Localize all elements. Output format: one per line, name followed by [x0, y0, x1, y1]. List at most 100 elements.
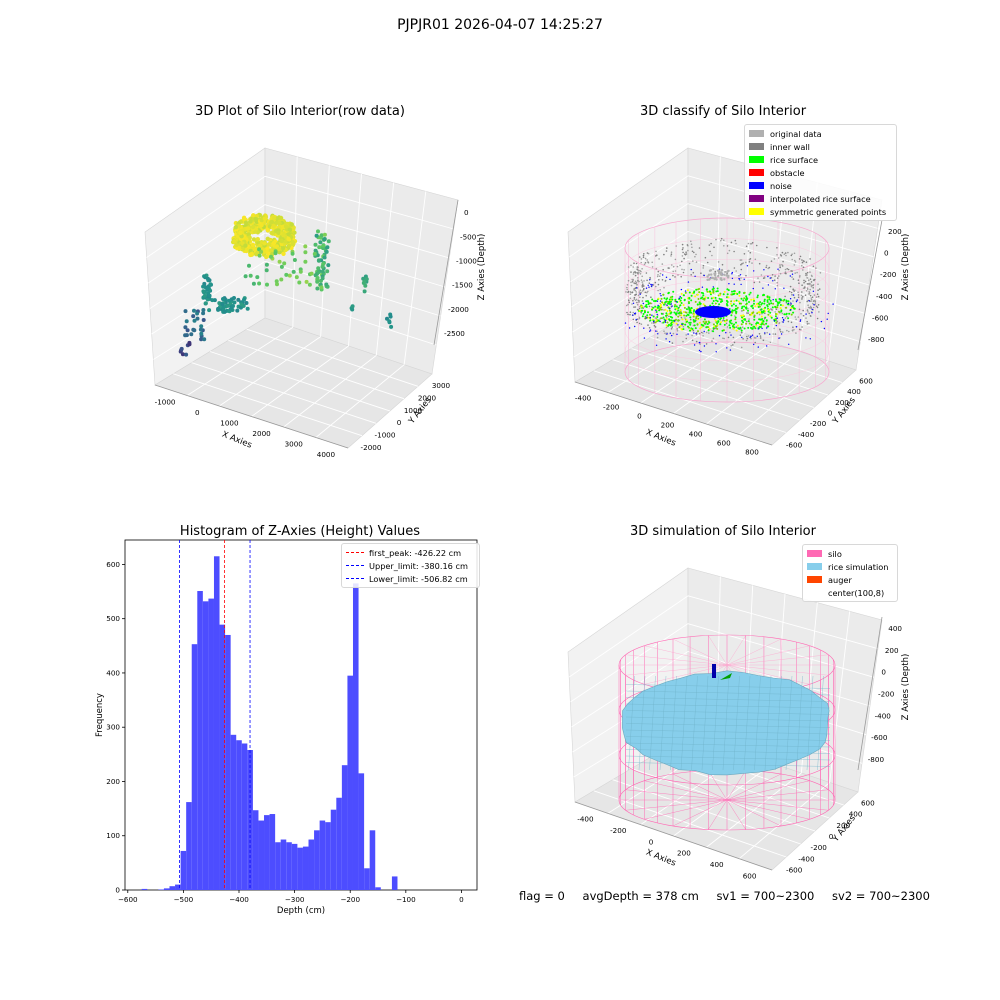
- raw-point: [250, 224, 256, 230]
- histogram-title: Histogram of Z-Axies (Height) Values: [179, 524, 421, 539]
- raw-point: [303, 259, 308, 264]
- cls-point-inner-wall: [670, 328, 673, 330]
- raw-point: [225, 303, 230, 308]
- cls-point-rice: [753, 314, 756, 317]
- cls-point-inner-wall: [801, 297, 803, 299]
- cls-point-inner-wall: [758, 333, 761, 335]
- cls-point-inner-wall: [780, 255, 783, 257]
- cls-point-inner-wall: [648, 327, 651, 329]
- cls-point-rice: [740, 323, 743, 326]
- cls-point-noise: [665, 276, 668, 278]
- raw-zlabel: Z Axies (Depth): [477, 234, 487, 301]
- cls-point-rice: [688, 311, 691, 314]
- cls-point-rice: [790, 307, 793, 310]
- cls-point-inner-wall: [740, 263, 742, 266]
- cls-point-rice: [645, 306, 648, 308]
- cls-point-inner-wall: [633, 298, 636, 301]
- cls-point-inner-wall: [791, 294, 793, 296]
- cls-point-rice: [726, 296, 728, 299]
- cls-point-inner-wall: [784, 252, 787, 254]
- cls-point-inner-wall: [797, 294, 800, 296]
- cls-point-inner-wall: [634, 289, 637, 292]
- cls-point-rice: [661, 301, 664, 304]
- cls-point-inner-wall: [636, 308, 639, 311]
- sim-ztick: 200: [885, 646, 899, 655]
- cls-point-inner-wall: [702, 332, 704, 334]
- cls-point-rice: [655, 319, 658, 322]
- cls-point-rice: [698, 321, 701, 324]
- cls-point-rice: [785, 306, 788, 309]
- cls-point-inner-wall: [769, 341, 772, 344]
- cls-point-inner-wall: [641, 268, 643, 270]
- raw-point: [388, 314, 393, 319]
- cls-point-rice: [681, 318, 684, 321]
- cls-point-inner-wall: [759, 335, 762, 337]
- cls-point-rice: [652, 306, 655, 309]
- cls-point-rice: [769, 311, 772, 314]
- cls-point-inner-wall: [637, 279, 639, 282]
- cls-point-rice: [695, 317, 698, 320]
- cls-point-inner-wall: [812, 287, 814, 289]
- legend-label: interpolated rice surface: [770, 193, 871, 204]
- cls-point-inner-wall: [773, 258, 776, 260]
- cls-point-rice: [735, 329, 738, 332]
- cls-point-inner-wall: [743, 253, 746, 255]
- sim-silo-wire: [726, 799, 829, 811]
- raw-point: [187, 340, 192, 345]
- cls-point-rice: [656, 316, 659, 318]
- hist-bar: [336, 797, 342, 890]
- cls-point-inner-wall: [810, 285, 813, 288]
- cls-point-inner-wall: [636, 301, 638, 304]
- cls-point-inner-wall: [626, 286, 628, 289]
- hist-bar: [275, 842, 281, 890]
- cls-point-rice: [710, 292, 713, 294]
- sim-silo-wire: [726, 654, 829, 666]
- sim-ytick: -200: [811, 843, 828, 852]
- raw-point: [324, 282, 329, 287]
- cls-point-rice: [712, 289, 715, 292]
- cls-point-inner-wall: [699, 306, 701, 309]
- cls-point-rice: [779, 304, 782, 306]
- raw-point: [259, 223, 264, 228]
- cls-point-rice: [792, 311, 795, 314]
- cls-gridline: [573, 286, 689, 358]
- cls-point-inner-wall: [762, 339, 765, 342]
- cls-point-noise: [634, 312, 637, 314]
- raw-point: [319, 233, 324, 238]
- legend-label: center(100,8): [828, 587, 885, 598]
- sim-rice-mesh: [806, 675, 814, 771]
- raw-point: [350, 304, 355, 309]
- legend-entry: Upper_limit: -380.16 cm: [346, 559, 475, 572]
- cls-point-inner-wall: [637, 280, 639, 283]
- legend-entry: first_peak: -426.22 cm: [346, 546, 475, 559]
- cls-point-inner-wall: [732, 336, 735, 339]
- cls-point-inner-wall: [790, 291, 793, 294]
- sim-ytick: -600: [786, 865, 803, 874]
- cls-point-inner-wall: [801, 326, 803, 328]
- cls-point-noise: [787, 302, 790, 305]
- cls-point-rice: [703, 322, 706, 325]
- cls-point-rice: [674, 304, 677, 306]
- cls-point-inner-wall: [634, 280, 637, 283]
- cls-point-inner-wall: [720, 239, 722, 242]
- cls-point-inner-wall: [659, 275, 661, 278]
- cls-axis-line: [857, 219, 883, 351]
- sim-ytick: 600: [861, 799, 875, 808]
- raw-point: [276, 230, 281, 235]
- hist-bar: [219, 624, 226, 890]
- cls-point-inner-wall: [804, 280, 807, 283]
- cls-point-rice: [729, 302, 732, 305]
- cls-point-inner-wall: [632, 279, 634, 282]
- cls-point-inner-wall: [807, 311, 809, 313]
- cls-point-inner-wall: [758, 262, 761, 265]
- raw-point: [203, 301, 208, 306]
- cls-point-inner-wall: [741, 310, 743, 312]
- cls-point-rice: [694, 327, 697, 330]
- cls-point-inner-wall: [680, 275, 682, 278]
- cls-zlabel: Z Axies (Depth): [901, 234, 911, 301]
- raw-point: [180, 352, 185, 357]
- cls-point-inner-wall: [661, 279, 664, 281]
- cls-point-noise: [681, 323, 683, 326]
- legend-swatch: [749, 195, 764, 202]
